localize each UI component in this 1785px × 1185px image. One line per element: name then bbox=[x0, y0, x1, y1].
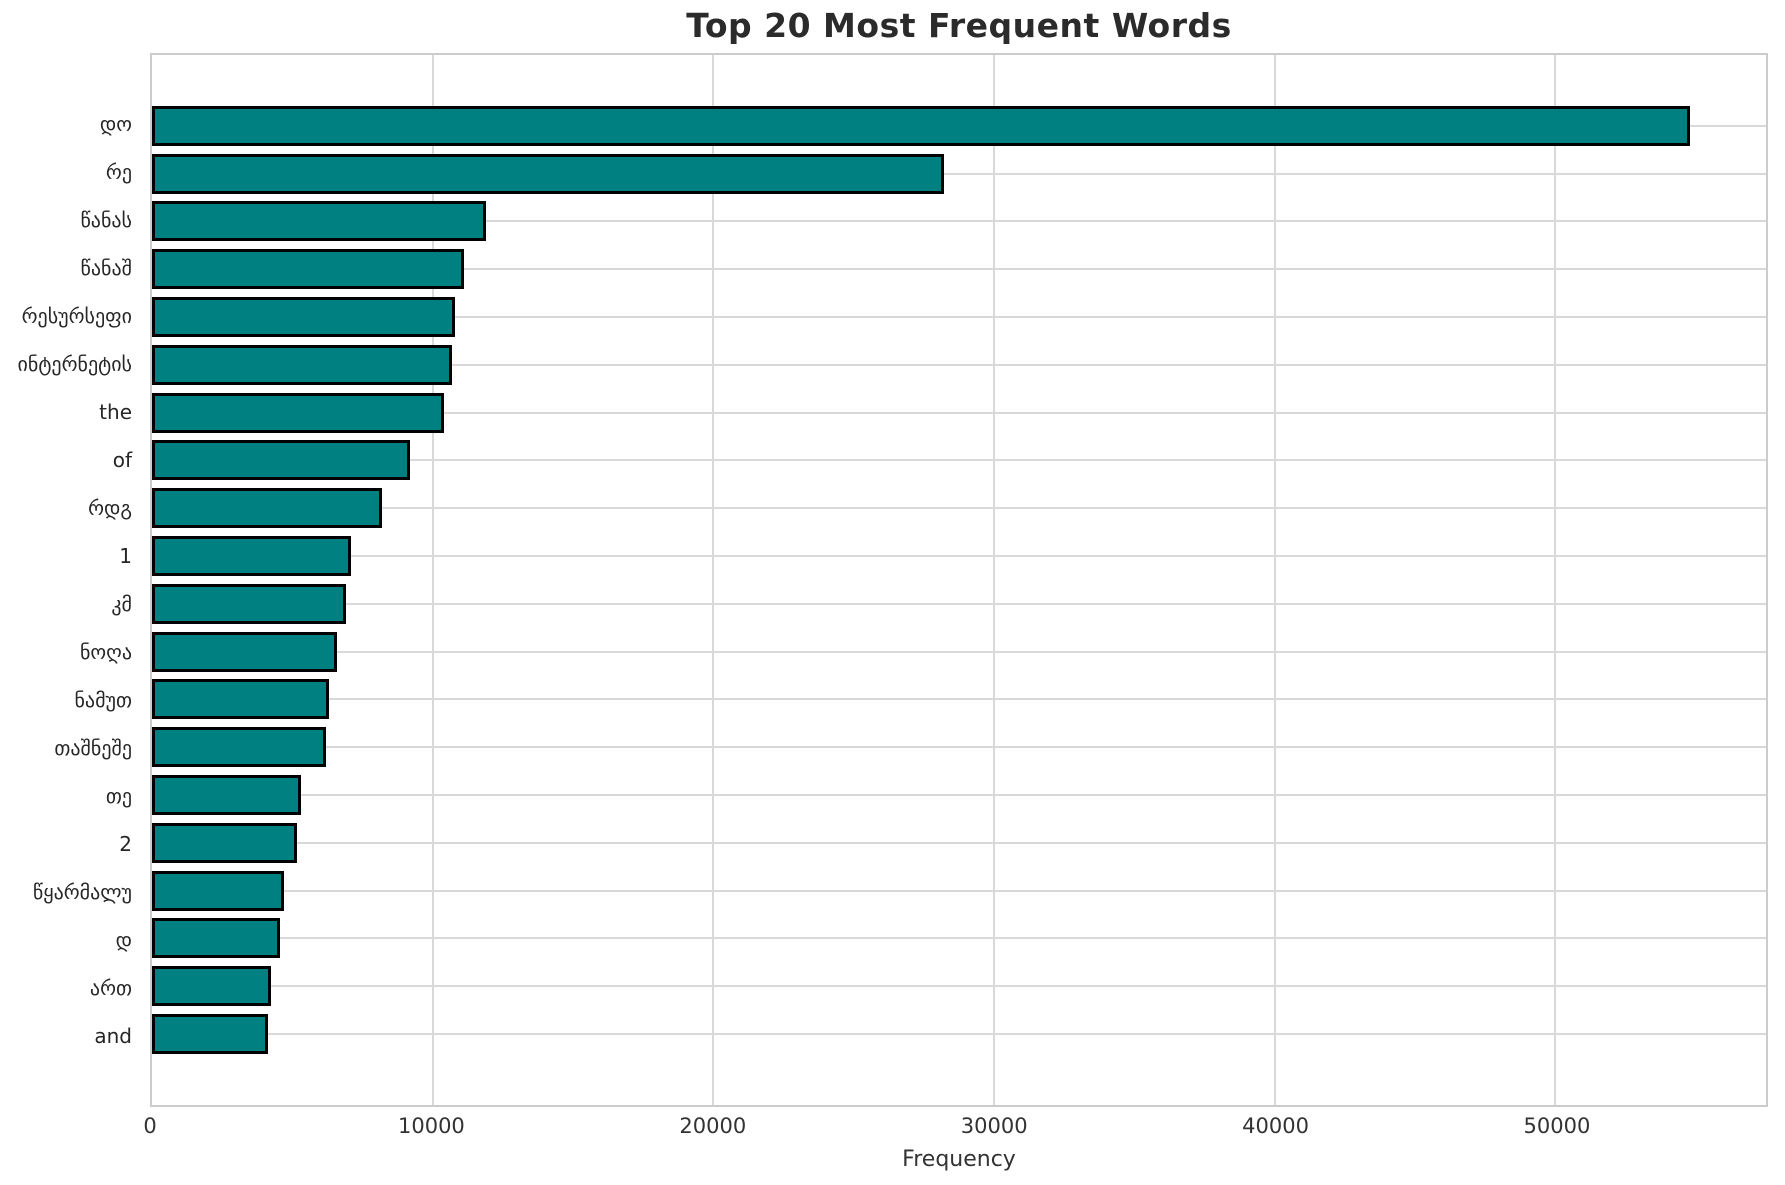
bar-row bbox=[152, 771, 1766, 819]
bar-row bbox=[152, 915, 1766, 963]
x-tick-label: 40000 bbox=[1242, 1114, 1309, 1138]
y-tick-label: რდგ bbox=[88, 496, 132, 520]
bar-row bbox=[152, 341, 1766, 389]
bar-კმ bbox=[152, 583, 346, 624]
bar-დ bbox=[152, 918, 280, 959]
bar-წანას bbox=[152, 201, 487, 242]
x-tick-label: 10000 bbox=[397, 1114, 465, 1138]
y-tick-label: დო bbox=[99, 112, 132, 136]
gridline-horizontal bbox=[152, 363, 1766, 366]
gridline-horizontal bbox=[152, 220, 1766, 223]
y-tick-label: 2 bbox=[119, 832, 132, 856]
chart-title: Top 20 Most Frequent Words bbox=[686, 6, 1232, 45]
bar-დო bbox=[152, 105, 1691, 146]
y-tick-label: 1 bbox=[119, 544, 132, 568]
bar-row bbox=[152, 389, 1766, 437]
bar-row bbox=[152, 962, 1766, 1010]
bar-რესურსეფი bbox=[152, 297, 456, 338]
gridline-horizontal bbox=[152, 268, 1766, 271]
gridline-vertical bbox=[431, 55, 434, 1105]
y-tick-label: წყარმალუ bbox=[32, 880, 132, 904]
gridline-horizontal bbox=[152, 602, 1766, 605]
y-tick-label: კმ bbox=[111, 592, 132, 616]
y-tick-label: თე bbox=[105, 784, 132, 808]
x-tick-label: 0 bbox=[143, 1114, 157, 1138]
x-tick-label: 50000 bbox=[1523, 1114, 1591, 1138]
gridline-horizontal bbox=[152, 985, 1766, 988]
bar-row bbox=[152, 102, 1766, 150]
bar-row bbox=[152, 580, 1766, 628]
y-tick-label: of bbox=[112, 448, 132, 472]
gridline-horizontal bbox=[152, 794, 1766, 797]
bar-row bbox=[152, 628, 1766, 676]
y-tick-label: ნამუთ bbox=[74, 688, 132, 712]
gridline-horizontal bbox=[152, 1033, 1766, 1036]
gridline-horizontal bbox=[152, 937, 1766, 940]
y-tick-label: წანაშ bbox=[80, 256, 132, 280]
bar-row bbox=[152, 532, 1766, 580]
bar-row bbox=[152, 484, 1766, 532]
y-tick-label: თაშნეშე bbox=[54, 736, 132, 760]
bars-container bbox=[152, 55, 1766, 1105]
bar-1 bbox=[152, 536, 352, 577]
bar-of bbox=[152, 440, 411, 481]
y-tick-label: the bbox=[99, 400, 132, 424]
y-tick-label: ართ bbox=[89, 976, 132, 1000]
bar-row bbox=[152, 198, 1766, 246]
bar-წანაშ bbox=[152, 249, 464, 290]
gridline-vertical bbox=[993, 55, 996, 1105]
plot-area bbox=[150, 53, 1768, 1107]
bar-the bbox=[152, 392, 444, 433]
gridline-vertical bbox=[712, 55, 715, 1105]
bar-წყარმალუ bbox=[152, 870, 284, 911]
bar-row bbox=[152, 867, 1766, 915]
bar-row bbox=[152, 676, 1766, 724]
y-tick-label: and bbox=[94, 1024, 132, 1048]
gridline-horizontal bbox=[152, 172, 1766, 175]
bar-ართ bbox=[152, 966, 272, 1007]
gridline-horizontal bbox=[152, 889, 1766, 892]
bar-2 bbox=[152, 822, 297, 863]
x-axis-label: Frequency bbox=[902, 1147, 1016, 1172]
bar-row bbox=[152, 1010, 1766, 1058]
bar-რე bbox=[152, 153, 944, 194]
y-tick-label: ინტერნეტის bbox=[17, 352, 132, 376]
gridline-vertical bbox=[1554, 55, 1557, 1105]
gridline-horizontal bbox=[152, 698, 1766, 701]
gridline-horizontal bbox=[152, 459, 1766, 462]
bar-row bbox=[152, 293, 1766, 341]
bar-row bbox=[152, 437, 1766, 485]
gridline-horizontal bbox=[152, 841, 1766, 844]
bar-რდგ bbox=[152, 488, 383, 529]
x-tick-label: 30000 bbox=[960, 1114, 1028, 1138]
y-tick-label: დ bbox=[115, 928, 132, 952]
bar-ინტერნეტის bbox=[152, 344, 453, 385]
gridline-horizontal bbox=[152, 507, 1766, 510]
gridline-vertical bbox=[1273, 55, 1276, 1105]
bar-row bbox=[152, 819, 1766, 867]
x-tick-label: 20000 bbox=[679, 1114, 747, 1138]
gridline-horizontal bbox=[152, 316, 1766, 319]
gridline-horizontal bbox=[152, 746, 1766, 749]
y-tick-label: ნოღა bbox=[79, 640, 132, 664]
bar-row bbox=[152, 245, 1766, 293]
gridline-horizontal bbox=[152, 650, 1766, 653]
y-tick-label: რესურსეფი bbox=[21, 304, 132, 328]
bar-row bbox=[152, 723, 1766, 771]
bar-თაშნეშე bbox=[152, 727, 327, 768]
bar-row bbox=[152, 150, 1766, 198]
bar-and bbox=[152, 1014, 269, 1055]
bar-ნოღა bbox=[152, 631, 338, 672]
x-axis-ticks: 0 10000 20000 30000 40000 50000 bbox=[143, 1114, 1768, 1144]
y-axis-labels: დო რე წანას წანაშ რესურსეფი ინტერნეტის the of რდ… bbox=[0, 53, 142, 1107]
y-tick-label: წანას bbox=[80, 208, 132, 232]
bar-თე bbox=[152, 775, 301, 816]
bar-ნამუთ bbox=[152, 679, 329, 720]
y-tick-label: რე bbox=[105, 160, 132, 184]
gridline-horizontal bbox=[152, 411, 1766, 414]
gridline-horizontal bbox=[152, 555, 1766, 558]
